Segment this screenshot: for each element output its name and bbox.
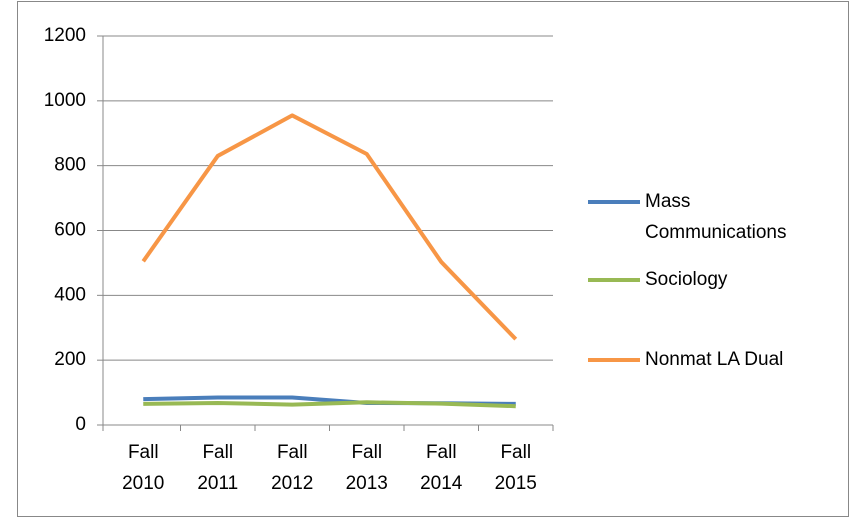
x-tick-label: Fall 2013 <box>345 442 388 494</box>
x-tick-label: Fall 2014 <box>420 442 463 494</box>
x-tick-label: Fall 2011 <box>197 442 239 494</box>
series-line <box>143 400 516 409</box>
legend-label: Sociology <box>645 269 728 290</box>
x-tick-label: Fall 2015 <box>494 442 537 494</box>
y-tick-label: 400 <box>54 284 86 305</box>
y-tick-label: 1000 <box>44 90 86 111</box>
legend-label: Nonmat LA Dual <box>645 349 784 370</box>
series-line <box>141 113 518 341</box>
y-tick-label: 800 <box>54 155 86 176</box>
y-tick-label: 1200 <box>44 25 86 46</box>
chart-border <box>17 1 849 517</box>
x-tick-label: Fall 2012 <box>271 442 314 494</box>
y-tick-label: 200 <box>54 349 86 370</box>
x-tick-label: Fall 2010 <box>122 442 165 494</box>
legend-label: Mass Communications <box>645 191 787 243</box>
y-tick-label: 600 <box>54 220 86 241</box>
y-tick-label: 0 <box>75 414 86 435</box>
